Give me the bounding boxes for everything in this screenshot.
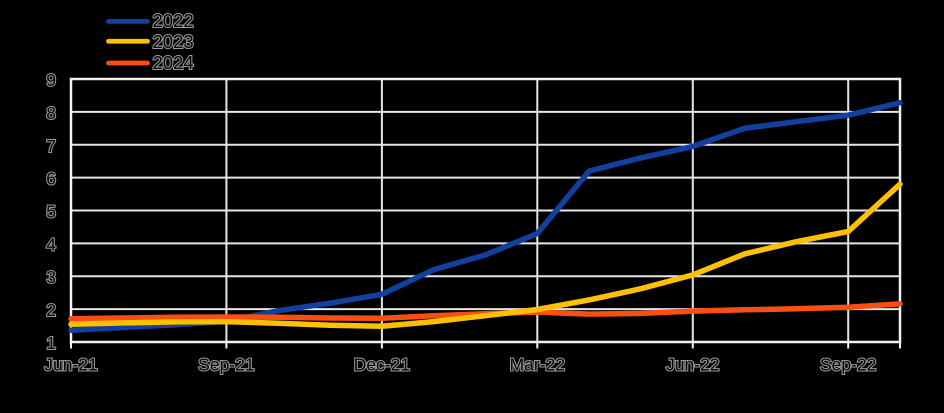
svg-text:Sep-22: Sep-22 <box>820 355 876 375</box>
svg-text:2022: 2022 <box>153 10 194 31</box>
svg-text:7: 7 <box>46 136 56 156</box>
svg-text:4: 4 <box>46 234 56 254</box>
svg-text:5: 5 <box>46 202 56 222</box>
svg-text:2024: 2024 <box>153 52 194 73</box>
svg-text:1: 1 <box>46 333 56 353</box>
svg-text:Sep-21: Sep-21 <box>198 355 254 375</box>
svg-text:9: 9 <box>46 70 56 90</box>
svg-text:2023: 2023 <box>153 31 194 52</box>
svg-text:3: 3 <box>46 267 56 287</box>
svg-text:8: 8 <box>46 103 56 123</box>
svg-text:Jun-21: Jun-21 <box>44 355 98 375</box>
svg-text:Dec-21: Dec-21 <box>354 355 410 375</box>
svg-text:2: 2 <box>46 300 56 320</box>
svg-text:Mar-22: Mar-22 <box>510 355 565 375</box>
svg-text:6: 6 <box>46 169 56 189</box>
svg-text:Jun-22: Jun-22 <box>666 355 720 375</box>
